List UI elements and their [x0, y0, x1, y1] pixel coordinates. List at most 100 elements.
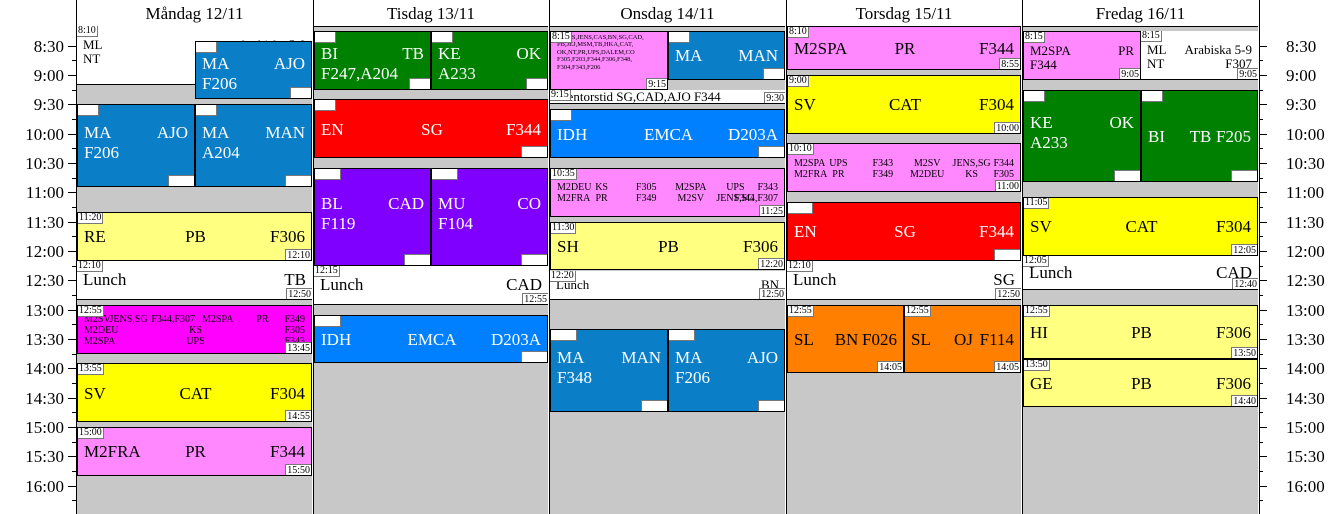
lesson-text: OJ [954, 329, 973, 349]
start-time: 13:05 [315, 314, 341, 327]
lesson-block[interactable]: MA MAN F348 13:20 14:45 [550, 329, 668, 413]
lesson-block[interactable]: BI TB F205 9:15 10:50 [1141, 89, 1258, 183]
lesson-text: UPS [186, 335, 205, 347]
end-time: 10:55 [285, 175, 311, 188]
lesson-text: PR [256, 313, 269, 325]
lesson-text: F344 [506, 119, 541, 139]
lesson-text: CAD [388, 193, 424, 213]
end-time: 10:25 [758, 146, 784, 159]
lesson-block[interactable]: SV CAT F304 11:05 12:05 [1023, 197, 1258, 256]
lesson-text: F344 [1030, 56, 1057, 72]
lesson-text: EMCA [407, 329, 457, 349]
end-time: 13:55 [521, 351, 547, 364]
time-label: 8:30 [33, 36, 64, 56]
lesson-block[interactable]: RE PB F306 11:20 12:10 [77, 211, 312, 261]
lesson-block[interactable]: EN SG F344 11:10 12:10 [787, 202, 1021, 261]
start-time: 12:10 [787, 260, 813, 272]
lesson-block[interactable]: SH PB F306 11:30 12:20 [550, 221, 785, 271]
lesson-block[interactable]: GE PB F306 13:50 14:40 [1023, 358, 1258, 408]
lesson-text: NT [83, 51, 101, 66]
lesson-block[interactable]: EV KS,JENS,CAS,BN,SG,CAD, PB,JEJ,MSM,TB,H… [550, 30, 668, 90]
start-time: 9:15 [550, 89, 571, 101]
end-time: 12:50 [286, 287, 312, 300]
day-header: Tisdag 13/11 [314, 0, 548, 27]
lesson-block[interactable]: KE OK A233 8:15 9:15 [431, 30, 548, 90]
lesson-block[interactable]: HI PB F306 12:55 13:50 [1023, 304, 1258, 359]
lesson-block[interactable]: M2SV JENS,SG F344,F307 M2SPA PR F349 M2DEU KS F3… [77, 304, 312, 354]
lesson-block[interactable]: Lunch BN 12:20 12:50 [550, 270, 785, 300]
lesson-text: IDH [557, 124, 588, 144]
lesson-block[interactable]: ML Arabiska 5-9 NT F307 8:15 9:05 [1141, 30, 1258, 80]
lesson-block[interactable]: SV CAT F304 13:55 14:55 [77, 363, 312, 423]
lesson-text: M2SPA [794, 157, 826, 169]
lesson-block[interactable]: MA AJO F206 8:25 9:25 [195, 40, 312, 100]
lesson-text: ML [83, 37, 103, 52]
lesson-block[interactable]: IDH EMCA D203A 13:05 13:55 [314, 314, 548, 364]
lesson-block[interactable]: MA MAN A204 9:30 10:55 [195, 104, 312, 188]
lesson-text: M2SV [913, 157, 941, 169]
start-time: 9:15 [1142, 89, 1163, 102]
day-header: Onsdag 14/11 [550, 0, 785, 27]
lesson-text: GE [1030, 373, 1053, 393]
lesson-text: CAT [179, 383, 212, 403]
time-tick-minor [1259, 265, 1263, 267]
start-time: 13:20 [669, 329, 695, 342]
lesson-text: F306 [743, 237, 778, 257]
lesson-block[interactable]: Lunch CAD 12:15 12:55 [314, 265, 548, 305]
lesson-text: F206 [202, 73, 237, 93]
start-time: 10:10 [788, 143, 814, 156]
time-tick-minor [72, 412, 76, 414]
lesson-block[interactable]: BL CAD F119 10:35 12:15 [314, 167, 431, 266]
column-divider [1259, 0, 1260, 514]
lesson-text: MA [557, 347, 585, 367]
lesson-text: HI [1030, 322, 1048, 342]
time-tick [1259, 74, 1267, 76]
time-tick-minor [1259, 500, 1263, 502]
start-time: 11:10 [788, 202, 814, 215]
lesson-block[interactable]: M2SPA PR F344 8:10 8:55 [787, 26, 1021, 70]
lesson-text: RE [84, 227, 106, 247]
lesson-block[interactable]: Lunch SG 12:10 12:50 [787, 260, 1021, 300]
lesson-text: M2DEU [557, 182, 592, 194]
lesson-text: CAD [1216, 262, 1252, 282]
time-tick [1259, 456, 1267, 458]
lesson-block[interactable]: Lunch TB 12:10 12:50 [77, 260, 312, 300]
lesson-block[interactable]: MU CO F104 10:35 12:15 [431, 167, 548, 266]
time-tick [1259, 280, 1267, 282]
lesson-text: CAT [1125, 217, 1158, 237]
lesson-text: F344 [270, 442, 305, 462]
lesson-block[interactable]: Mentorstid SG,CAD,AJO F344 9:15 9:30 [550, 89, 785, 105]
time-label: 13:30 [1286, 329, 1325, 349]
end-time: 12:40 [1232, 278, 1258, 291]
end-time: 12:10 [994, 248, 1020, 261]
lesson-block[interactable]: M2SPA PR F344 8:15 9:05 [1023, 30, 1141, 80]
lesson-block[interactable]: SV CAT F304 9:00 10:00 [787, 74, 1021, 134]
lesson-block[interactable]: M2SPA UPS F343 M2SV JENS,SG F344 M2FRA PR F349 M2… [787, 143, 1021, 193]
end-time: 12:20 [758, 258, 784, 271]
lesson-block[interactable]: SL OJ F114 12:55 14:05 [904, 304, 1021, 374]
lesson-block[interactable]: BI TB F247,A204 8:15 9:15 [314, 30, 431, 90]
lesson-block[interactable]: MA AJO F206 13:20 14:45 [668, 329, 785, 413]
time-tick-minor [72, 89, 76, 91]
lesson-text: EN [794, 222, 817, 242]
start-time: 10:35 [551, 167, 577, 180]
time-label: 9:30 [33, 95, 64, 115]
lesson-block[interactable]: KE OK A233 9:15 10:50 [1023, 89, 1141, 183]
lesson-text: SL [794, 329, 814, 349]
time-tick [1259, 104, 1267, 106]
lesson-block[interactable]: SL BN F026 12:55 14:05 [787, 304, 904, 374]
lesson-text: EV KS,JENS,CAS,BN,SG,CAD, [557, 33, 644, 41]
time-label: 16:00 [25, 476, 64, 496]
lesson-text: F343 [284, 336, 305, 347]
lesson-text: IDH [321, 329, 352, 349]
lesson-block[interactable]: EN SG F344 9:25 10:25 [314, 99, 548, 159]
lesson-block[interactable]: M2FRA PR F344 15:00 15:50 [77, 426, 312, 476]
lesson-block[interactable]: MA MAN 8:15 9:05 [668, 30, 785, 80]
lesson-block[interactable]: IDH EMCA D203A 9:35 10:25 [550, 109, 785, 159]
lesson-block[interactable]: M2DEU KS F305 M2SPA UPS F343 M2FRA PR F349 M2SV JE… [550, 167, 785, 217]
start-time: 9:30 [78, 104, 99, 117]
lesson-text: F344 [979, 222, 1014, 242]
lesson-block[interactable]: MA AJO F206 9:30 10:55 [77, 104, 195, 188]
time-tick [1259, 45, 1267, 47]
lesson-block[interactable]: Lunch CAD 12:05 12:40 [1023, 255, 1258, 291]
